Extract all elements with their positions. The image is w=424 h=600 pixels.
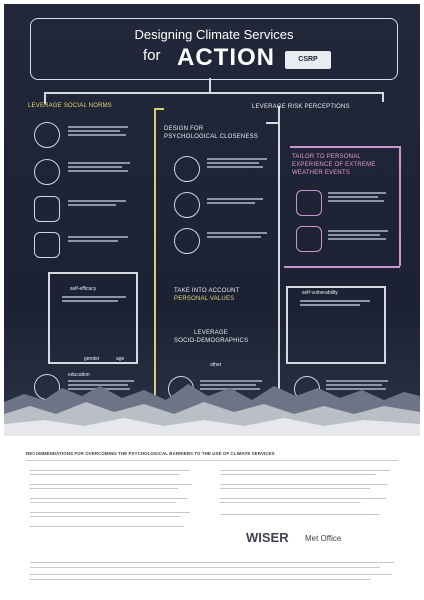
connector-line <box>384 286 386 362</box>
title-line-1: Designing Climate Services <box>134 27 294 42</box>
section-socio-1: LEVERAGE <box>194 330 228 336</box>
connector-line <box>284 266 400 268</box>
section-risk-perceptions: LEVERAGE RISK PERCEPTIONS <box>252 104 350 110</box>
handshake-icon <box>34 196 60 222</box>
title-line-2: for <box>143 47 161 64</box>
label-self-vulnerability: self-vulnerability <box>302 290 338 296</box>
section-design-2: PSYCHOLOGICAL CLOSENESS <box>164 134 259 140</box>
section-tailor-3: WEATHER EVENTS <box>292 170 351 176</box>
wiser-logo: WISER <box>246 530 289 545</box>
section-values-1: TAKE INTO ACCOUNT <box>174 288 240 294</box>
connector-line <box>399 146 401 266</box>
section-values-2: PERSONAL VALUES <box>174 296 235 302</box>
label-education: education <box>68 372 90 378</box>
section-design-1: DESIGN FOR <box>164 126 204 132</box>
recommendations-panel: RECOMMENDATIONS FOR OVERCOMING THE PSYCH… <box>0 436 424 600</box>
connector-line <box>136 272 138 362</box>
connector-line <box>209 78 211 92</box>
location-icon <box>174 156 200 182</box>
label-age: age <box>116 356 125 362</box>
connector-line <box>44 92 384 94</box>
flood-icon <box>296 226 322 252</box>
connector-line <box>290 146 400 148</box>
connector-line <box>48 362 138 364</box>
group-icon <box>34 159 60 185</box>
title-box: Designing Climate Services for ACTION CS… <box>30 18 398 80</box>
connector-line <box>278 106 280 398</box>
recommendations-heading: RECOMMENDATIONS FOR OVERCOMING THE PSYCH… <box>26 451 275 456</box>
section-tailor-1: TAILOR TO PERSONAL <box>292 154 361 160</box>
mountain-silhouette <box>4 384 420 436</box>
connector-line <box>286 286 386 288</box>
connector-line <box>154 108 164 110</box>
connector-line <box>154 108 156 398</box>
section-tailor-2: EXPERIENCE OF EXTREME <box>292 162 376 168</box>
people-icon <box>174 228 200 254</box>
thermometer-icon <box>296 190 322 216</box>
label-gender: gender <box>84 356 100 362</box>
people-icon <box>34 122 60 148</box>
connector-line <box>266 122 280 124</box>
connector-line <box>382 92 384 102</box>
connector-line <box>48 272 138 274</box>
section-socio-2: SOCIO-DEMOGRAPHICS <box>174 338 249 344</box>
dark-infographic-panel: Designing Climate Services for ACTION CS… <box>4 4 420 436</box>
met-office-logo: Met Office <box>305 534 342 543</box>
title-action: ACTION <box>177 44 275 71</box>
label-other: other <box>210 362 222 368</box>
connector-line <box>286 286 288 362</box>
section-social-norms: LEVERAGE SOCIAL NORMS <box>28 103 112 109</box>
connector-line <box>44 92 46 104</box>
csrp-logo: CSRP <box>285 51 331 69</box>
connector-line <box>48 272 50 362</box>
eye-icon <box>174 192 200 218</box>
connector-line <box>286 362 386 364</box>
label-self-efficacy: self-efficacy <box>70 286 97 292</box>
chat-icon <box>34 232 60 258</box>
